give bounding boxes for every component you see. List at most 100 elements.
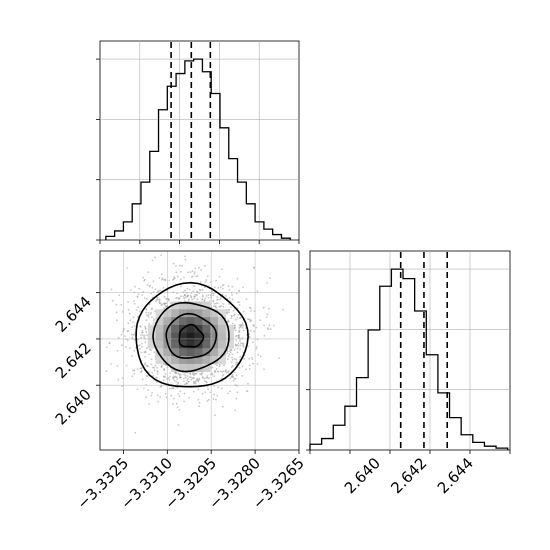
sample-point — [205, 295, 208, 297]
sample-point — [139, 325, 142, 328]
sample-point — [213, 305, 215, 307]
sample-point — [178, 409, 181, 411]
sample-point — [177, 297, 180, 300]
sample-point — [268, 324, 271, 327]
sample-point — [164, 376, 166, 378]
sample-point — [137, 293, 140, 295]
sample-point — [156, 373, 159, 375]
sample-point — [154, 256, 157, 259]
y-tick-label: 2.644 — [52, 293, 95, 336]
sample-point — [278, 357, 280, 359]
sample-point — [128, 312, 131, 315]
sample-point — [186, 375, 189, 377]
sample-point — [145, 311, 148, 314]
sample-point — [153, 366, 156, 369]
sample-point — [143, 334, 146, 337]
density-cell — [179, 348, 188, 357]
sample-point — [231, 365, 234, 367]
histogram-2-frame — [309, 250, 511, 451]
sample-point — [184, 293, 186, 296]
sample-point — [194, 267, 197, 270]
density-cell — [171, 363, 180, 372]
sample-point — [197, 379, 200, 381]
density-cell — [179, 356, 188, 365]
sample-point — [157, 400, 160, 403]
sample-point — [201, 371, 204, 374]
sample-point — [172, 403, 174, 405]
sample-point — [147, 365, 149, 368]
sample-point — [200, 372, 203, 375]
sample-point — [204, 280, 207, 283]
sample-point — [256, 346, 258, 348]
sample-point — [143, 355, 146, 358]
sample-point — [253, 266, 256, 269]
sample-point — [164, 279, 167, 282]
sample-point — [175, 402, 178, 405]
sample-point — [221, 405, 224, 408]
sample-point — [162, 278, 165, 281]
sample-point — [167, 299, 170, 302]
density-cell — [171, 340, 180, 349]
sample-point — [217, 298, 219, 301]
density-cell — [171, 348, 180, 357]
sample-point — [151, 392, 154, 394]
sample-point — [256, 363, 259, 365]
sample-point — [116, 365, 119, 367]
sample-point — [204, 391, 207, 393]
sample-point — [213, 393, 216, 396]
sample-point — [148, 303, 151, 306]
sample-point — [201, 298, 204, 301]
sample-point — [118, 294, 121, 297]
sample-point — [184, 374, 187, 377]
sample-point — [125, 364, 128, 367]
sample-point — [231, 322, 234, 325]
sample-point — [190, 376, 192, 379]
sample-point — [236, 351, 239, 354]
sample-point — [241, 326, 244, 329]
sample-point — [230, 376, 233, 378]
sample-point — [176, 386, 179, 389]
sample-point — [205, 279, 208, 281]
sample-point — [269, 328, 272, 331]
sample-point — [146, 334, 149, 336]
x-tick-label: 2.640 — [341, 454, 384, 497]
sample-point — [223, 364, 226, 367]
sample-point — [213, 375, 216, 378]
sample-point — [201, 294, 204, 297]
sample-point — [192, 290, 195, 292]
sample-point — [131, 326, 134, 328]
sample-point — [198, 401, 201, 404]
sample-point — [148, 323, 151, 325]
sample-point — [257, 353, 260, 356]
sample-point — [135, 309, 138, 311]
contour-level-3 — [152, 301, 230, 373]
sample-point — [241, 342, 244, 345]
sample-point — [150, 394, 153, 397]
sample-point — [179, 270, 182, 273]
sample-point — [199, 281, 202, 283]
sample-point — [179, 264, 181, 267]
sample-point — [266, 282, 268, 284]
sample-point — [132, 316, 135, 319]
sample-point — [151, 286, 154, 289]
density-cell — [155, 324, 164, 333]
density-cell — [179, 332, 188, 341]
sample-point — [108, 342, 111, 344]
sample-point — [183, 276, 185, 279]
sample-point — [142, 291, 145, 293]
density-cell — [210, 356, 219, 365]
sample-point — [206, 400, 209, 402]
density-cell — [179, 363, 188, 372]
sample-point — [230, 317, 233, 320]
density-cell — [155, 340, 164, 349]
sample-point — [133, 300, 136, 302]
sample-point — [121, 344, 123, 347]
sample-point — [231, 315, 233, 318]
sample-point — [198, 377, 201, 380]
sample-point — [218, 365, 221, 368]
sample-point — [216, 296, 219, 298]
sample-point — [115, 311, 118, 314]
sample-point — [170, 387, 173, 390]
density-cell — [155, 332, 164, 341]
sample-point — [242, 310, 245, 313]
